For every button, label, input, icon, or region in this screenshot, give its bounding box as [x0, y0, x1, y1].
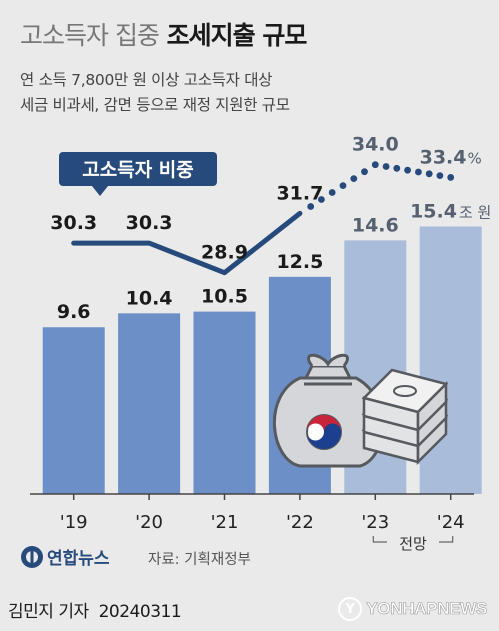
line-projection-dot	[382, 163, 390, 170]
chart-subtitle: 연 소득 7,800만 원 이상 고소득자 대상 세금 비과세, 감면 등으로 …	[20, 68, 290, 118]
line-value-label: 33.4%	[420, 146, 482, 168]
money-bag-icon	[273, 353, 385, 468]
line-projection-dot	[339, 182, 347, 190]
line-value-label: 34.0	[352, 134, 399, 156]
byline: 김민지 기자 20240311	[8, 597, 191, 622]
x-tick-label: '24	[437, 512, 465, 533]
yonhap-icon: Y	[338, 597, 363, 621]
source-text: 자료: 기획재정부	[148, 551, 251, 568]
watermark-text: YONHAPNEWS	[366, 599, 488, 619]
watermark: Y YONHAPNEWS	[338, 596, 488, 622]
bar-20	[118, 313, 181, 494]
title-light: 고소득자 집중	[20, 21, 160, 50]
line-projection-dot	[361, 168, 368, 176]
projection-label: 전망	[399, 535, 427, 553]
line-unit-label: %	[468, 149, 482, 167]
line-projection-dot	[393, 164, 401, 172]
line-projection-dot	[371, 161, 379, 169]
x-tick-label: '19	[60, 512, 88, 533]
line-projection-dot	[404, 166, 411, 174]
line-value-label: 30.3	[126, 212, 173, 234]
line-projection-dot	[328, 189, 336, 196]
date: 20240311	[98, 602, 182, 622]
line-projection-dot	[436, 172, 444, 180]
line-projection-dot	[318, 196, 325, 203]
chart-title: 고소득자 집중 조세지출 규모	[20, 16, 308, 52]
x-tick-label: '21	[211, 512, 239, 533]
logo-text: 연합뉴스	[47, 548, 110, 569]
title-bold: 조세지출 규모	[166, 21, 308, 50]
line-value-label: 31.7	[276, 182, 323, 204]
line-value-label: 30.3	[50, 212, 97, 234]
legend-pointer	[92, 186, 108, 196]
bar-value-label: 9.6	[57, 301, 91, 323]
line-actual	[71, 210, 303, 276]
bar-value-label: 10.5	[201, 286, 248, 308]
line-value-label: 28.9	[201, 242, 248, 264]
bar-value-label: 12.5	[276, 251, 323, 273]
subtitle-line-1: 연 소득 7,800만 원 이상 고소득자 대상	[20, 71, 273, 89]
cash-stack-icon	[361, 368, 449, 466]
line-projection-dot	[425, 170, 433, 178]
line-endpoint	[447, 174, 455, 181]
x-tick-label: '23	[361, 512, 389, 533]
bar-unit-label: 조 원	[459, 203, 491, 221]
line-layer: 30.3 30.3 28.9 31.7 34.0 33.4%	[50, 134, 482, 276]
x-tick-label: '22	[286, 512, 314, 533]
legend-box	[59, 152, 217, 186]
legend-text: 고소득자 비중	[82, 159, 194, 181]
x-axis: '19 '20 '21 '22 '23 '24 전망	[30, 493, 474, 553]
x-tick-label: '20	[135, 512, 163, 533]
projection-label-bg	[387, 536, 439, 550]
bar-24	[419, 226, 482, 495]
bar-19	[42, 327, 105, 494]
bar-21	[193, 311, 256, 494]
logo: 연합뉴스	[21, 546, 110, 569]
bar-value-label: 10.4	[126, 287, 173, 309]
bar-value-label: 14.6	[352, 214, 399, 236]
line-projection-dot	[350, 175, 358, 183]
subtitle-line-2: 세금 비과세, 감면 등으로 재정 지원한 규모	[20, 96, 290, 114]
bar-value-label: 15.4 조 원	[410, 200, 491, 222]
author: 김민지 기자	[8, 602, 89, 622]
line-projection-dot	[415, 168, 422, 176]
line-projection-dot	[307, 203, 315, 210]
series-legend-label: 고소득자 비중	[59, 152, 217, 196]
